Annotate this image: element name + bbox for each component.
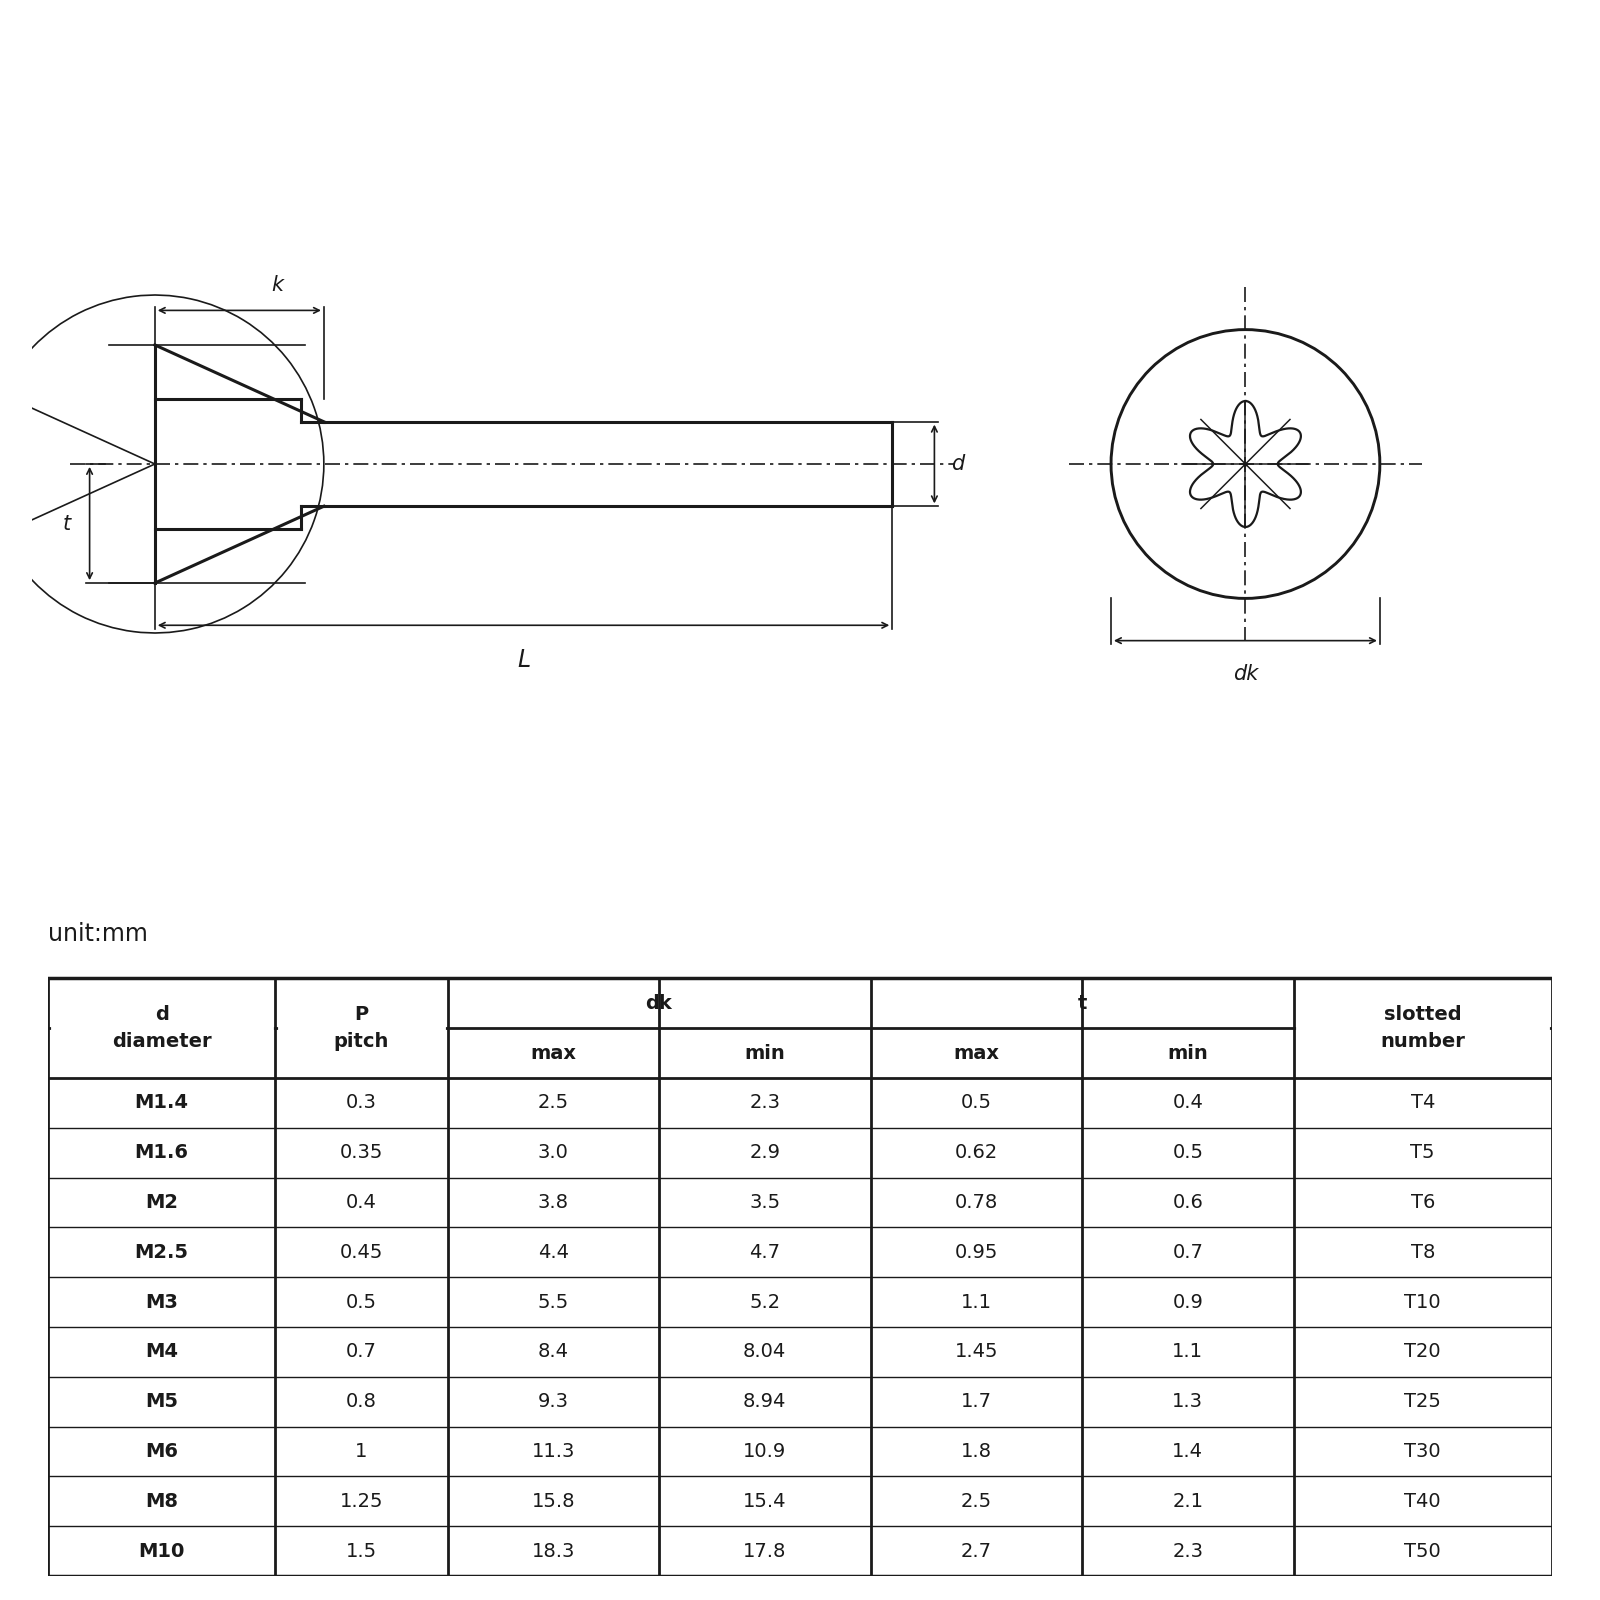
Text: 10.9: 10.9 xyxy=(742,1442,786,1461)
Text: T10: T10 xyxy=(1405,1293,1442,1312)
Text: 0.95: 0.95 xyxy=(955,1243,998,1262)
Text: M1.4: M1.4 xyxy=(134,1093,189,1112)
Text: max: max xyxy=(530,1043,576,1062)
Text: T40: T40 xyxy=(1405,1491,1442,1510)
Text: M2: M2 xyxy=(146,1194,178,1213)
Text: M6: M6 xyxy=(146,1442,178,1461)
Text: min: min xyxy=(744,1043,786,1062)
Text: 15.4: 15.4 xyxy=(742,1491,787,1510)
Text: T6: T6 xyxy=(1411,1194,1435,1213)
Text: M2.5: M2.5 xyxy=(134,1243,189,1262)
Text: 0.62: 0.62 xyxy=(955,1142,998,1162)
Text: 1.45: 1.45 xyxy=(955,1342,998,1362)
Text: M4: M4 xyxy=(146,1342,178,1362)
Text: 0.35: 0.35 xyxy=(339,1142,382,1162)
Text: 0.4: 0.4 xyxy=(1173,1093,1203,1112)
Text: T30: T30 xyxy=(1405,1442,1442,1461)
Text: M3: M3 xyxy=(146,1293,178,1312)
Text: 0.9: 0.9 xyxy=(1173,1293,1203,1312)
Text: 0.5: 0.5 xyxy=(1173,1142,1203,1162)
Text: 3.5: 3.5 xyxy=(749,1194,781,1213)
Text: 2.7: 2.7 xyxy=(960,1541,992,1560)
Text: 2.1: 2.1 xyxy=(1173,1491,1203,1510)
Text: 1.4: 1.4 xyxy=(1173,1442,1203,1461)
Text: 4.4: 4.4 xyxy=(538,1243,568,1262)
Text: 18.3: 18.3 xyxy=(531,1541,574,1560)
Text: unit:mm: unit:mm xyxy=(48,922,147,946)
Text: T50: T50 xyxy=(1405,1541,1442,1560)
Text: k: k xyxy=(272,275,283,294)
Text: L: L xyxy=(517,648,530,672)
Text: t: t xyxy=(62,514,70,533)
Text: 0.8: 0.8 xyxy=(346,1392,376,1411)
Text: 11.3: 11.3 xyxy=(531,1442,574,1461)
Text: M1.6: M1.6 xyxy=(134,1142,189,1162)
Text: M5: M5 xyxy=(146,1392,178,1411)
Text: 0.7: 0.7 xyxy=(1173,1243,1203,1262)
Text: P
pitch: P pitch xyxy=(334,1005,389,1051)
Text: 17.8: 17.8 xyxy=(742,1541,787,1560)
Text: 3.8: 3.8 xyxy=(538,1194,568,1213)
Text: T5: T5 xyxy=(1411,1142,1435,1162)
Text: 1.7: 1.7 xyxy=(960,1392,992,1411)
Text: 2.3: 2.3 xyxy=(749,1093,781,1112)
Text: 0.4: 0.4 xyxy=(346,1194,376,1213)
Text: 1.5: 1.5 xyxy=(346,1541,378,1560)
Text: 9.3: 9.3 xyxy=(538,1392,568,1411)
Text: 0.45: 0.45 xyxy=(339,1243,382,1262)
Text: 0.6: 0.6 xyxy=(1173,1194,1203,1213)
Text: dk: dk xyxy=(646,994,672,1013)
Text: 1.1: 1.1 xyxy=(1173,1342,1203,1362)
Text: 4.7: 4.7 xyxy=(749,1243,781,1262)
Text: 2.3: 2.3 xyxy=(1173,1541,1203,1560)
Text: 1: 1 xyxy=(355,1442,368,1461)
Text: M10: M10 xyxy=(138,1541,184,1560)
Text: min: min xyxy=(1168,1043,1208,1062)
Text: slotted
number: slotted number xyxy=(1381,1005,1466,1051)
Text: 1.25: 1.25 xyxy=(339,1491,382,1510)
Text: 15.8: 15.8 xyxy=(531,1491,574,1510)
Text: t: t xyxy=(1077,994,1086,1013)
Text: 5.5: 5.5 xyxy=(538,1293,570,1312)
Text: 5.2: 5.2 xyxy=(749,1293,781,1312)
Text: 1.1: 1.1 xyxy=(960,1293,992,1312)
Text: T20: T20 xyxy=(1405,1342,1442,1362)
Text: T25: T25 xyxy=(1405,1392,1442,1411)
Text: 0.5: 0.5 xyxy=(960,1093,992,1112)
Text: 2.9: 2.9 xyxy=(749,1142,781,1162)
Text: 1.3: 1.3 xyxy=(1173,1392,1203,1411)
Text: 0.5: 0.5 xyxy=(346,1293,378,1312)
Text: T4: T4 xyxy=(1411,1093,1435,1112)
Text: 8.4: 8.4 xyxy=(538,1342,568,1362)
Text: 2.5: 2.5 xyxy=(960,1491,992,1510)
Text: d: d xyxy=(952,454,965,474)
Text: 0.3: 0.3 xyxy=(346,1093,376,1112)
Text: 8.04: 8.04 xyxy=(742,1342,786,1362)
Text: dk: dk xyxy=(1232,664,1258,683)
Text: max: max xyxy=(954,1043,1000,1062)
Text: M8: M8 xyxy=(146,1491,178,1510)
Text: d
diameter: d diameter xyxy=(112,1005,211,1051)
Text: 8.94: 8.94 xyxy=(742,1392,787,1411)
Text: 3.0: 3.0 xyxy=(538,1142,568,1162)
Text: T8: T8 xyxy=(1411,1243,1435,1262)
Text: 2.5: 2.5 xyxy=(538,1093,570,1112)
Text: 0.78: 0.78 xyxy=(955,1194,998,1213)
Text: 1.8: 1.8 xyxy=(960,1442,992,1461)
Text: 0.7: 0.7 xyxy=(346,1342,376,1362)
